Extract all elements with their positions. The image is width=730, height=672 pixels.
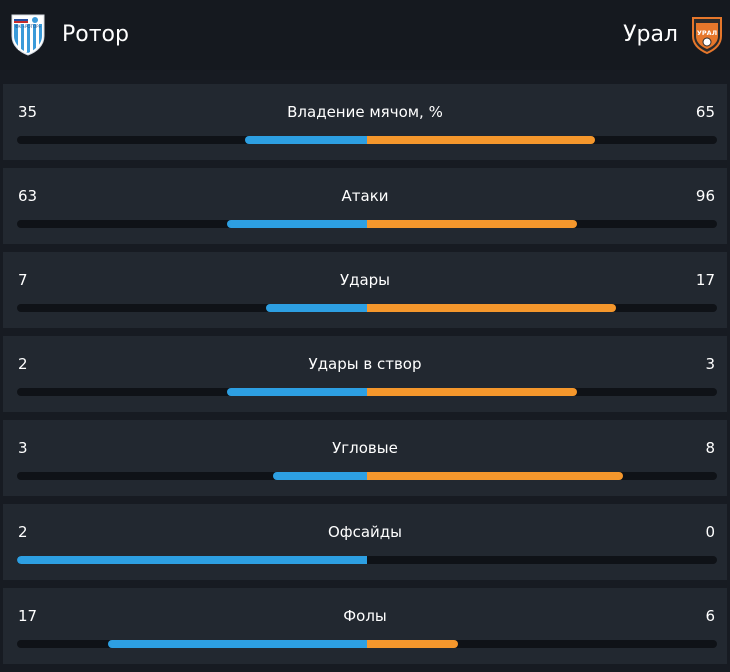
comparison-bar bbox=[17, 136, 717, 144]
stat-row-corners: 3 Угловые 8 bbox=[3, 420, 727, 496]
stat-label: Владение мячом, % bbox=[287, 103, 443, 121]
comparison-bar bbox=[17, 472, 717, 480]
away-value: 6 bbox=[705, 607, 715, 625]
comparison-bar bbox=[17, 388, 717, 396]
home-bar bbox=[244, 136, 367, 144]
comparison-bar bbox=[17, 220, 717, 228]
ural-logo-icon: УРАЛ bbox=[692, 17, 722, 54]
away-team[interactable]: Урал УРАЛ bbox=[623, 12, 724, 56]
home-bar bbox=[108, 640, 367, 648]
stat-label: Атаки bbox=[341, 187, 389, 205]
stat-label: Удары в створ bbox=[308, 355, 422, 373]
home-value: 2 bbox=[18, 355, 28, 373]
away-bar bbox=[367, 388, 577, 396]
match-stats-list: 35 Владение мячом, % 65 63 Атаки 96 7 Уд… bbox=[3, 84, 727, 672]
comparison-bar bbox=[17, 640, 717, 648]
stat-row-fouls: 17 Фолы 6 bbox=[3, 588, 727, 664]
home-value: 7 bbox=[18, 271, 28, 289]
stat-row-shots: 7 Удары 17 bbox=[3, 252, 727, 328]
match-header: ФК «РОТОР» Ротор Урал УРАЛ bbox=[0, 0, 730, 70]
away-value: 8 bbox=[705, 439, 715, 457]
home-bar bbox=[265, 304, 367, 312]
home-value: 3 bbox=[18, 439, 28, 457]
rotor-logo-icon: ФК «РОТОР» bbox=[11, 14, 45, 56]
stat-row-possession: 35 Владение мячом, % 65 bbox=[3, 84, 727, 160]
away-bar bbox=[367, 640, 458, 648]
rotor-logo-text: ФК «РОТОР» bbox=[15, 24, 42, 29]
comparison-bar bbox=[17, 304, 717, 312]
away-bar bbox=[367, 472, 623, 480]
home-value: 2 bbox=[18, 523, 28, 541]
away-bar bbox=[367, 136, 595, 144]
home-value: 17 bbox=[18, 607, 38, 625]
home-bar bbox=[272, 472, 367, 480]
home-value: 63 bbox=[18, 187, 38, 205]
comparison-bar bbox=[17, 556, 717, 564]
stat-label: Фолы bbox=[343, 607, 387, 625]
away-bar bbox=[367, 220, 577, 228]
home-bar bbox=[17, 556, 367, 564]
away-bar bbox=[367, 304, 616, 312]
away-value: 96 bbox=[695, 187, 715, 205]
away-value: 17 bbox=[695, 271, 715, 289]
away-value: 3 bbox=[705, 355, 715, 373]
stat-row-shots-on-target: 2 Удары в створ 3 bbox=[3, 336, 727, 412]
home-bar bbox=[227, 388, 367, 396]
away-team-name: Урал bbox=[623, 21, 678, 47]
stat-row-attacks: 63 Атаки 96 bbox=[3, 168, 727, 244]
stat-label: Угловые bbox=[332, 439, 398, 457]
home-value: 35 bbox=[18, 103, 38, 121]
stat-row-offsides: 2 Офсайды 0 bbox=[3, 504, 727, 580]
away-value: 65 bbox=[695, 103, 715, 121]
stat-label: Офсайды bbox=[327, 523, 403, 541]
ural-logo-text: УРАЛ bbox=[697, 29, 717, 37]
home-team-name: Ротор bbox=[62, 21, 129, 47]
home-team[interactable]: ФК «РОТОР» Ротор bbox=[8, 12, 129, 56]
home-bar bbox=[227, 220, 367, 228]
away-value: 0 bbox=[705, 523, 715, 541]
stat-label: Удары bbox=[339, 271, 391, 289]
